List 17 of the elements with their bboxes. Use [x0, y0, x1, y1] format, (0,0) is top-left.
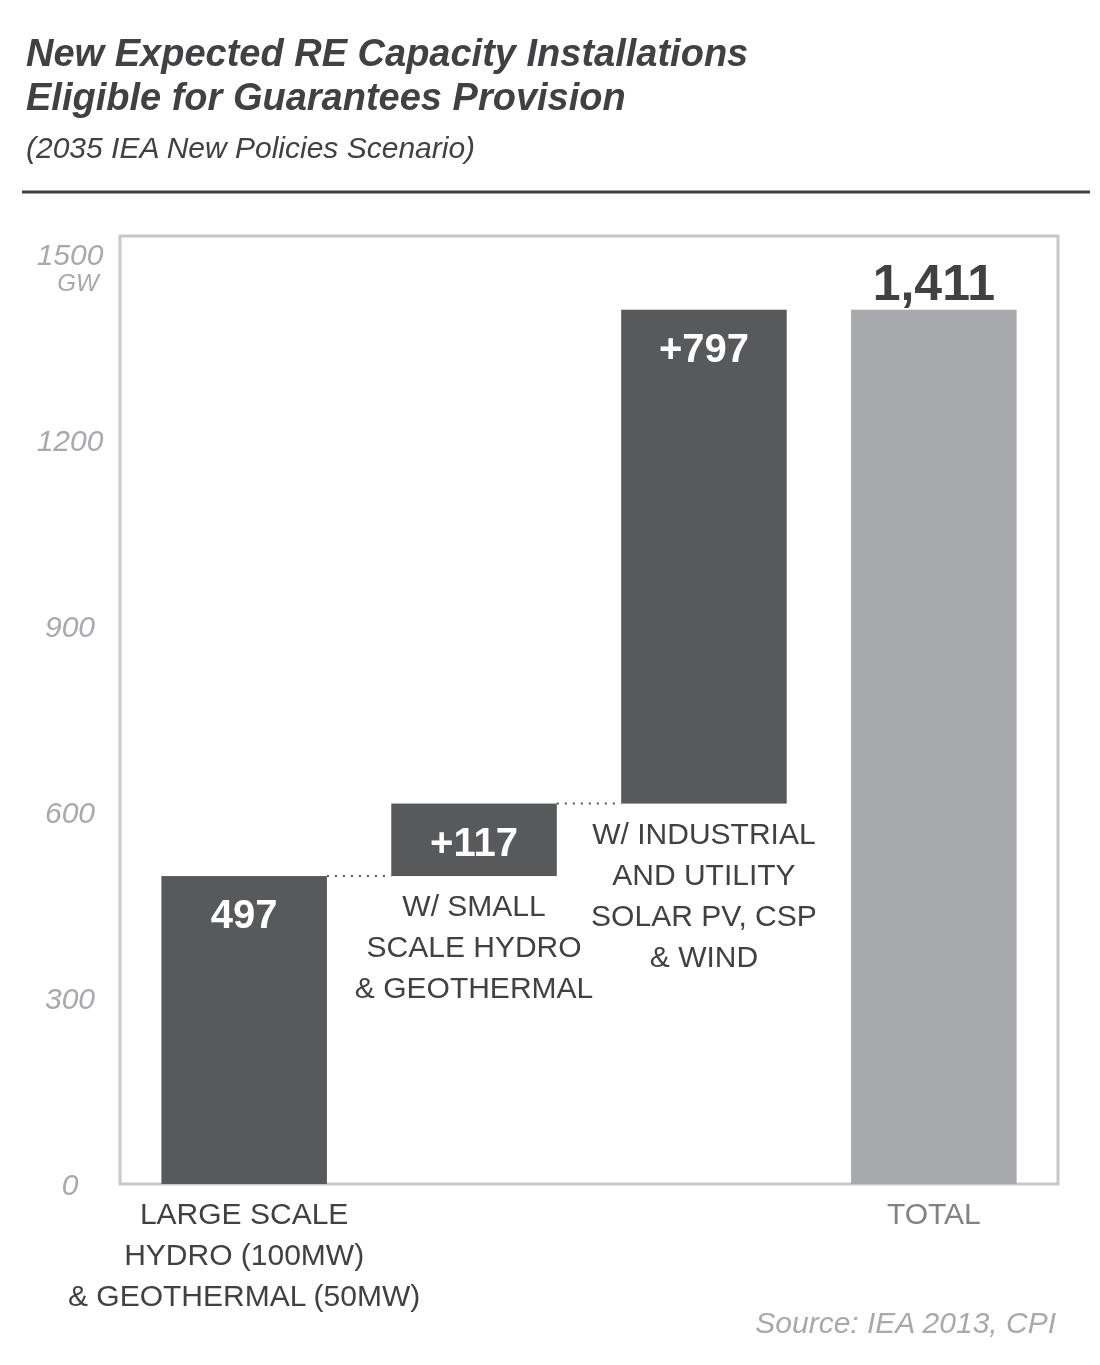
data-label: +117 [430, 819, 518, 864]
y-tick-label: 1200 [36, 423, 104, 457]
bar [391, 803, 557, 877]
y-tick-label: 600 [44, 795, 96, 829]
bar [161, 876, 327, 1184]
source-note: Source: IEA 2013, CPI [755, 1306, 1056, 1339]
data-label: 497 [210, 892, 278, 937]
data-label: +797 [658, 325, 750, 370]
bar [621, 309, 787, 804]
data-label: 1,411 [872, 254, 996, 311]
chart-title: New Expected RE Capacity Installations Eligible for Guarantees Provision [26, 32, 749, 118]
x-tick-label: W/ INDUSTRIAL AND UTILITY SOLAR PV, CSP & WIND [591, 816, 817, 973]
y-tick-label: 900 [44, 609, 96, 643]
y-tick-label: 300 [44, 981, 96, 1015]
x-tick-label: TOTAL [886, 1197, 981, 1230]
chart-subtitle: (2035 IEA New Policies Scenario) [26, 131, 476, 164]
bar [851, 309, 1017, 1184]
